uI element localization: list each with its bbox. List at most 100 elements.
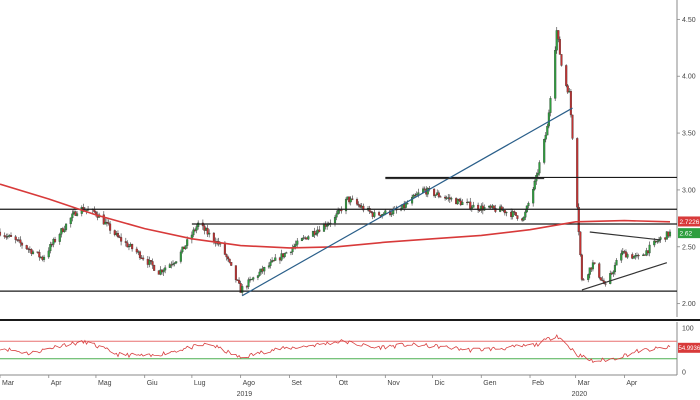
candle-body — [554, 50, 557, 99]
candle-body — [579, 231, 582, 256]
candle — [538, 160, 541, 176]
price-badge: 2.7226 — [678, 216, 700, 227]
candle-body — [296, 240, 299, 245]
candle-body — [283, 253, 286, 258]
candle-body — [598, 263, 601, 278]
candle — [318, 225, 321, 233]
candle — [58, 232, 61, 245]
oscillator-badge-label: 54.9936 — [679, 346, 700, 352]
trendline — [241, 107, 573, 297]
candle-body — [557, 30, 560, 40]
candle — [533, 179, 536, 191]
candle — [571, 114, 574, 141]
candle — [234, 265, 237, 283]
candle-body — [549, 98, 552, 113]
price-badge-box — [678, 228, 700, 239]
price-badge: 2.62 — [678, 228, 700, 239]
candle — [587, 273, 590, 283]
candle-body — [373, 212, 376, 217]
candle — [269, 258, 272, 269]
candle-body — [3, 235, 6, 237]
candle-body — [516, 215, 519, 219]
candle-body — [335, 213, 338, 218]
candle-body — [632, 256, 635, 259]
candle-body — [511, 211, 514, 217]
candle-body — [612, 271, 615, 274]
candle-body — [120, 237, 123, 242]
candle-body — [648, 244, 651, 254]
candle-body — [269, 261, 272, 266]
axis-layer: 2.00 2.50 3.00 3.50 4.00 4.50 2.7226 2.62 0 100 54… — [0, 17, 700, 398]
candle-body — [355, 199, 359, 205]
x-year-label: 2019 — [237, 391, 253, 398]
candle-body — [458, 198, 461, 201]
candle-body — [492, 205, 495, 209]
candle-body — [588, 267, 591, 275]
candle — [149, 260, 153, 265]
candle-body — [500, 206, 503, 211]
candle-body — [582, 279, 585, 281]
candle — [546, 123, 549, 136]
candle-body — [555, 30, 558, 51]
candle — [579, 231, 582, 257]
candle-body — [566, 85, 569, 93]
candle-body — [223, 242, 226, 255]
candle — [377, 210, 381, 216]
candle-body — [25, 245, 28, 249]
candle — [50, 242, 53, 248]
oscillator-plot-background — [0, 322, 677, 375]
candle-body — [228, 258, 231, 263]
candle — [580, 253, 583, 282]
candle — [274, 254, 277, 261]
candle-body — [135, 248, 138, 253]
candle-body — [620, 253, 623, 261]
candle — [102, 211, 105, 225]
candle-body — [593, 262, 596, 264]
candle — [31, 250, 35, 255]
candle — [131, 243, 134, 252]
candle — [477, 202, 480, 213]
candle — [228, 258, 231, 264]
candle-body — [513, 211, 516, 213]
candle-body — [544, 134, 547, 140]
candle — [153, 264, 156, 271]
x-tick-label: Giu — [147, 380, 158, 387]
candle — [184, 245, 187, 250]
candle-body — [577, 207, 580, 233]
price-y-tick-label: 4.50 — [682, 17, 696, 24]
candle — [668, 229, 672, 238]
candle — [135, 246, 138, 255]
candle — [514, 212, 517, 217]
candle — [505, 211, 508, 217]
candle — [511, 208, 514, 220]
candle-body — [76, 213, 79, 216]
candle-body — [179, 251, 182, 262]
candle-body — [470, 207, 473, 209]
candle-body — [109, 223, 112, 231]
candle — [52, 237, 55, 248]
candle — [179, 249, 182, 264]
trendline — [581, 262, 668, 291]
candle-body — [104, 221, 107, 225]
x-tick-label: Set — [291, 380, 302, 387]
trendline — [589, 231, 661, 241]
candle-body — [0, 231, 2, 236]
candle — [175, 261, 178, 265]
candle — [549, 96, 552, 117]
candle-body — [212, 232, 215, 242]
candle — [326, 221, 329, 230]
candle-body — [252, 277, 255, 280]
candle-body — [547, 112, 550, 127]
candle-body — [503, 209, 506, 214]
x-tick-label: Ago — [243, 380, 256, 387]
price-badge-label: 2.62 — [680, 230, 693, 237]
candle — [437, 190, 440, 199]
candle-body — [267, 265, 270, 268]
candle-body — [274, 257, 277, 261]
candle-body — [415, 193, 418, 196]
candle — [558, 36, 561, 55]
candle — [241, 284, 244, 296]
candle — [588, 267, 591, 279]
candle-body — [58, 234, 61, 242]
candle-body — [6, 236, 9, 238]
